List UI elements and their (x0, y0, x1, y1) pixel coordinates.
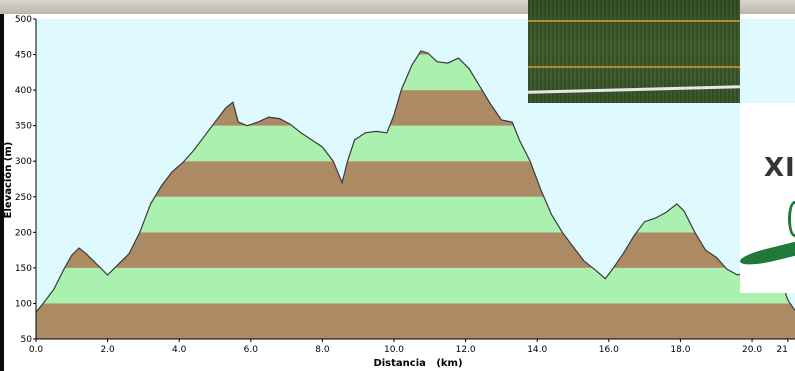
field-line (528, 66, 740, 68)
logo-arc (788, 201, 795, 237)
y-axis-title: Elevación (m) (2, 142, 14, 219)
elevation-band (36, 267, 795, 304)
x-tick-label: 8.0 (315, 345, 330, 355)
x-tick-label: 0.0 (29, 345, 44, 355)
y-tick-label: 250 (15, 193, 32, 203)
football-field-photo (527, 0, 741, 103)
elevation-profile-line (35, 50, 795, 313)
y-tick-label: 400 (15, 86, 32, 96)
x-tick-labels: 0.0 2.0 4.0 6.0 8.0 10.0 12.0 14.0 16.0 18.0 20.0 2… (29, 339, 789, 355)
logo-swoosh (740, 240, 795, 270)
x-tick-label: 4.0 (172, 345, 187, 355)
x-tick-label: 21 (776, 345, 787, 355)
elevation-band (36, 232, 795, 268)
y-tick-labels: 50 100 150 200 250 300 350 400 450 500 (15, 15, 36, 345)
x-tick-label: 16.0 (599, 345, 619, 355)
field-boundary-line (527, 85, 741, 94)
logo-lettering: XI (764, 153, 795, 183)
window-frame-left (0, 14, 4, 371)
x-tick-label: 10.0 (384, 345, 404, 355)
event-logo: XI (740, 103, 795, 293)
x-tick-label: 6.0 (244, 345, 259, 355)
elevation-band (36, 303, 795, 339)
x-tick-label: 20.0 (742, 345, 762, 355)
y-tick-label: 350 (15, 122, 32, 132)
x-tick-label: 12.0 (456, 345, 476, 355)
y-tick-label: 50 (21, 335, 33, 345)
y-tick-label: 500 (15, 15, 32, 25)
x-tick-label: 18.0 (670, 345, 690, 355)
x-tick-label: 14.0 (527, 345, 547, 355)
y-tick-label: 300 (15, 157, 32, 167)
y-tick-label: 150 (15, 264, 32, 274)
x-tick-label: 2.0 (100, 345, 115, 355)
field-line (528, 20, 740, 22)
y-tick-label: 100 (15, 299, 32, 309)
plot-mask (4, 14, 795, 19)
x-axis-title: Distancia (km) (373, 358, 462, 369)
y-tick-label: 450 (15, 51, 32, 61)
y-tick-label: 200 (15, 228, 32, 238)
